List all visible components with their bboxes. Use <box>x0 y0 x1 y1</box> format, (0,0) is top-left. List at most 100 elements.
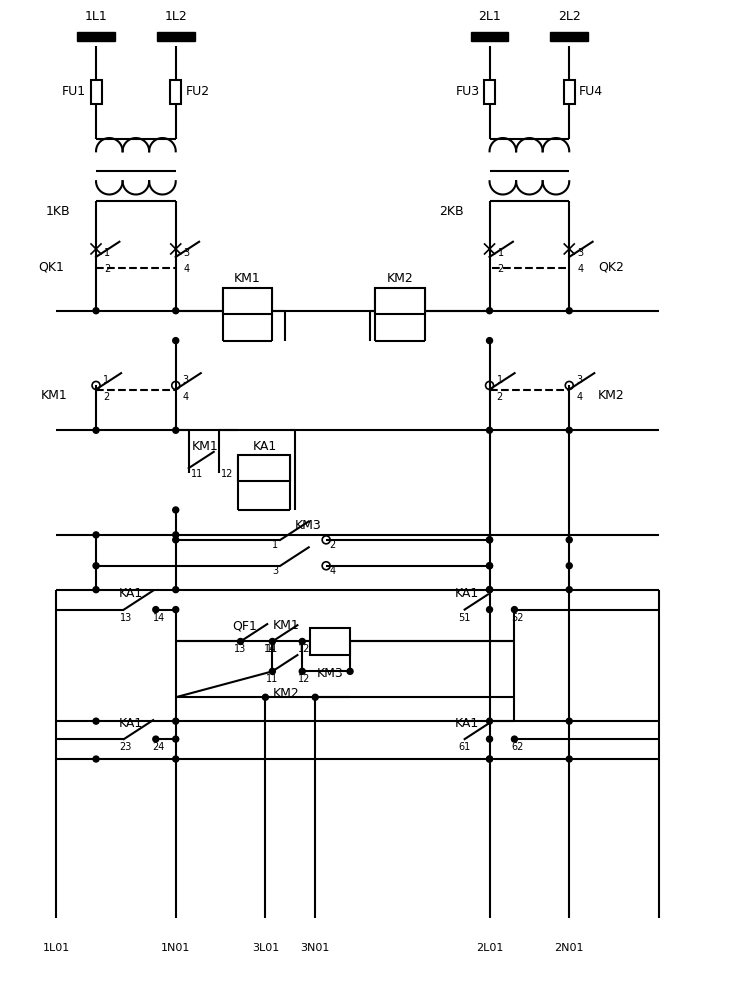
Circle shape <box>566 563 572 569</box>
Circle shape <box>93 427 99 433</box>
Circle shape <box>172 607 178 613</box>
Circle shape <box>486 607 492 613</box>
Text: KM1: KM1 <box>234 272 261 285</box>
Bar <box>77 32 115 41</box>
Text: 3: 3 <box>184 248 190 258</box>
Bar <box>551 32 588 41</box>
Circle shape <box>486 736 492 742</box>
Circle shape <box>172 718 178 724</box>
Circle shape <box>486 308 492 314</box>
Circle shape <box>486 756 492 762</box>
Text: 3L01: 3L01 <box>252 943 279 953</box>
Circle shape <box>511 736 517 742</box>
Text: 2KB: 2KB <box>439 205 464 218</box>
Bar <box>223 288 273 314</box>
Text: KM1: KM1 <box>41 389 68 402</box>
Circle shape <box>566 537 572 543</box>
Circle shape <box>93 718 99 724</box>
Text: KA1: KA1 <box>119 717 143 730</box>
Text: KA1: KA1 <box>252 440 276 453</box>
Text: 3: 3 <box>183 375 189 385</box>
Text: 1: 1 <box>103 375 109 385</box>
Text: 4: 4 <box>576 392 582 402</box>
Bar <box>91 80 102 104</box>
Circle shape <box>299 668 305 674</box>
Circle shape <box>172 427 178 433</box>
Text: 51: 51 <box>458 613 471 623</box>
Text: 4: 4 <box>329 566 335 576</box>
Text: 11: 11 <box>266 674 279 684</box>
Text: KM2: KM2 <box>598 389 624 402</box>
Text: FU2: FU2 <box>186 85 210 98</box>
Text: 24: 24 <box>153 742 165 752</box>
Bar <box>484 80 495 104</box>
Circle shape <box>312 694 318 700</box>
Circle shape <box>262 694 268 700</box>
Bar <box>375 288 425 314</box>
Circle shape <box>172 507 178 513</box>
Text: 13: 13 <box>120 613 132 623</box>
Text: 11: 11 <box>266 644 279 654</box>
Circle shape <box>486 587 492 593</box>
Bar <box>157 32 195 41</box>
Text: 2L2: 2L2 <box>558 10 581 23</box>
Circle shape <box>486 587 492 593</box>
Circle shape <box>299 638 305 644</box>
Circle shape <box>486 718 492 724</box>
Text: KM3: KM3 <box>317 667 343 680</box>
Circle shape <box>511 607 517 613</box>
Circle shape <box>486 563 492 569</box>
Text: KA1: KA1 <box>455 717 479 730</box>
Text: KM3: KM3 <box>295 519 321 532</box>
Text: 1L1: 1L1 <box>85 10 108 23</box>
Text: 14: 14 <box>153 613 165 623</box>
Text: FU4: FU4 <box>579 85 603 98</box>
Circle shape <box>93 308 99 314</box>
Text: 2: 2 <box>103 392 109 402</box>
Text: 4: 4 <box>577 264 583 274</box>
Circle shape <box>153 607 158 613</box>
Bar <box>471 32 509 41</box>
Circle shape <box>347 668 353 674</box>
Text: KA1: KA1 <box>455 587 479 600</box>
Text: 3: 3 <box>577 248 583 258</box>
Circle shape <box>172 537 178 543</box>
Text: 12: 12 <box>298 644 310 654</box>
Circle shape <box>237 638 243 644</box>
Text: 23: 23 <box>119 742 132 752</box>
Circle shape <box>93 532 99 538</box>
Circle shape <box>172 308 178 314</box>
Text: 1: 1 <box>497 248 503 258</box>
Circle shape <box>566 756 572 762</box>
Bar <box>310 628 350 655</box>
Text: QF1: QF1 <box>232 619 257 632</box>
Text: 2: 2 <box>104 264 111 274</box>
Circle shape <box>486 563 492 569</box>
Text: KM1: KM1 <box>273 619 299 632</box>
Text: 3N01: 3N01 <box>301 943 330 953</box>
Circle shape <box>566 718 572 724</box>
Circle shape <box>93 756 99 762</box>
Text: FU1: FU1 <box>62 85 86 98</box>
Circle shape <box>486 427 492 433</box>
Bar <box>170 80 181 104</box>
Circle shape <box>486 537 492 543</box>
Text: 3: 3 <box>576 375 582 385</box>
Circle shape <box>153 736 158 742</box>
Circle shape <box>566 427 572 433</box>
Text: 4: 4 <box>183 392 189 402</box>
Text: 1: 1 <box>497 375 503 385</box>
Text: 2L1: 2L1 <box>478 10 501 23</box>
Bar <box>239 455 290 481</box>
Circle shape <box>566 587 572 593</box>
Text: QK1: QK1 <box>38 260 64 273</box>
Circle shape <box>486 537 492 543</box>
Text: 2: 2 <box>497 264 504 274</box>
Text: 2: 2 <box>497 392 503 402</box>
Circle shape <box>93 587 99 593</box>
Text: 14: 14 <box>265 644 276 654</box>
Text: KA1: KA1 <box>119 587 143 600</box>
Text: 62: 62 <box>511 742 523 752</box>
Circle shape <box>566 308 572 314</box>
Text: 1: 1 <box>104 248 110 258</box>
